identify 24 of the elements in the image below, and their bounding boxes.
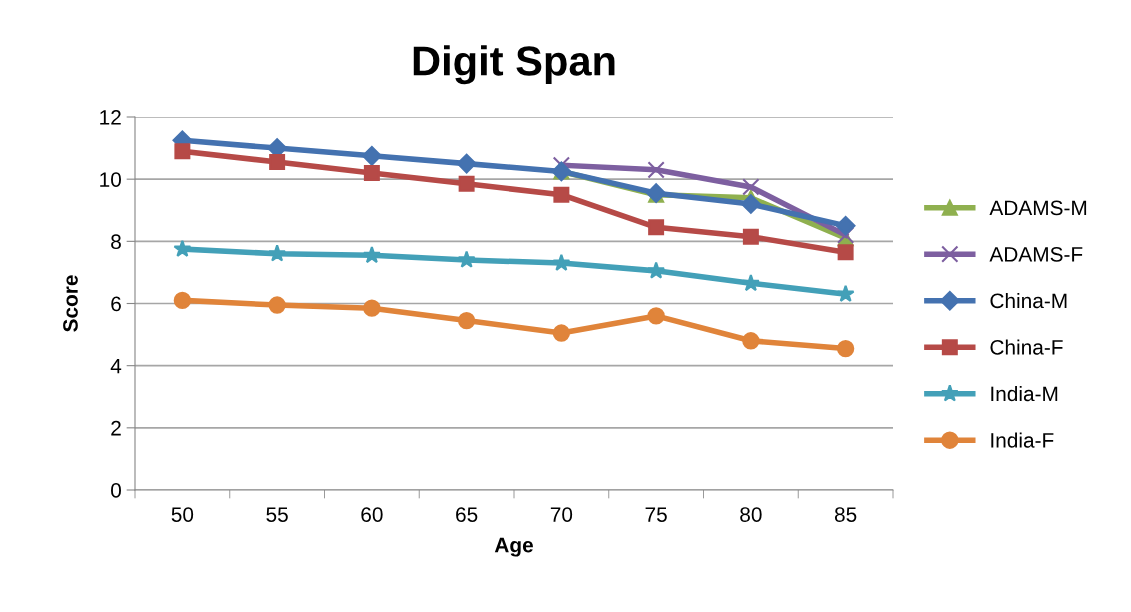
legend-label: India-F [991, 432, 1054, 448]
x-tick-label: 75 [645, 507, 667, 522]
legend-label: ADAMS-M [989, 200, 1087, 216]
y-tick-label: 4 [110, 358, 122, 374]
x-axis-title: Age [494, 537, 533, 557]
y-tick-label: 8 [111, 234, 121, 250]
x-tick-label: 65 [456, 507, 478, 522]
legend-label: ADAMS-F [989, 246, 1083, 262]
y-tick-label: 6 [111, 296, 121, 312]
y-tick-label: 12 [100, 110, 121, 125]
x-tick-label: 60 [361, 507, 383, 522]
y-tick-label: 10 [100, 172, 121, 187]
legend-label: India-M [991, 385, 1058, 402]
y-axis-title: Score [63, 275, 78, 332]
x-tick-label: 50 [171, 507, 194, 522]
x-tick-label: 55 [266, 507, 288, 522]
y-tick-label: 0 [111, 483, 121, 498]
legend-label: China-F [990, 339, 1063, 355]
y-tick-label: 2 [111, 420, 121, 436]
chart-title: Digit Span [413, 45, 615, 85]
x-tick-label: 85 [834, 507, 857, 522]
legend-label: China-M [990, 292, 1067, 309]
x-tick-label: 80 [740, 507, 762, 522]
x-tick-label: 70 [550, 507, 573, 522]
